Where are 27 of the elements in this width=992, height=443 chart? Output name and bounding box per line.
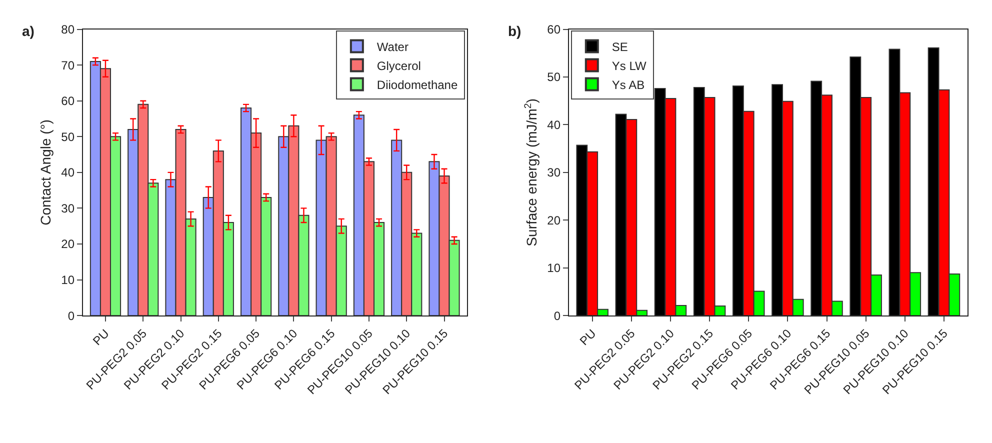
y-tick-label: 20: [547, 213, 561, 228]
y-tick-label: 70: [61, 58, 75, 72]
x-tick-label: PU: [577, 326, 599, 348]
y-tick-label: 60: [547, 22, 561, 36]
y-tick-label: 50: [61, 130, 75, 144]
y-tick-label: 20: [61, 237, 75, 252]
y-tick-label: 10: [61, 272, 75, 287]
y-axis-title: Contact Angle (°): [38, 119, 54, 226]
chart-title: b): [508, 23, 522, 39]
y-tick-label: 30: [61, 201, 75, 216]
legend-label: Water: [376, 40, 408, 54]
y-tick-label: 0: [554, 308, 561, 323]
legend-label: SE: [612, 40, 628, 54]
legend-label: Glycerol: [376, 58, 421, 73]
y-tick-label: 40: [547, 118, 561, 132]
y-tick-label: 10: [547, 261, 561, 276]
legend-label: Ys AB: [612, 78, 645, 92]
y-tick-label: 60: [61, 94, 75, 108]
y-tick-label: 80: [61, 22, 75, 36]
legend-label: Diiodomethane: [376, 78, 458, 92]
y-tick-label: 0: [68, 308, 75, 323]
y-tick-label: 40: [61, 166, 75, 180]
legend-label: Ys LW: [612, 58, 648, 73]
y-tick-label: 50: [547, 70, 561, 84]
chart-title: a): [22, 23, 34, 39]
y-tick-label: 30: [547, 166, 561, 180]
x-tick-label: PU: [90, 326, 112, 348]
